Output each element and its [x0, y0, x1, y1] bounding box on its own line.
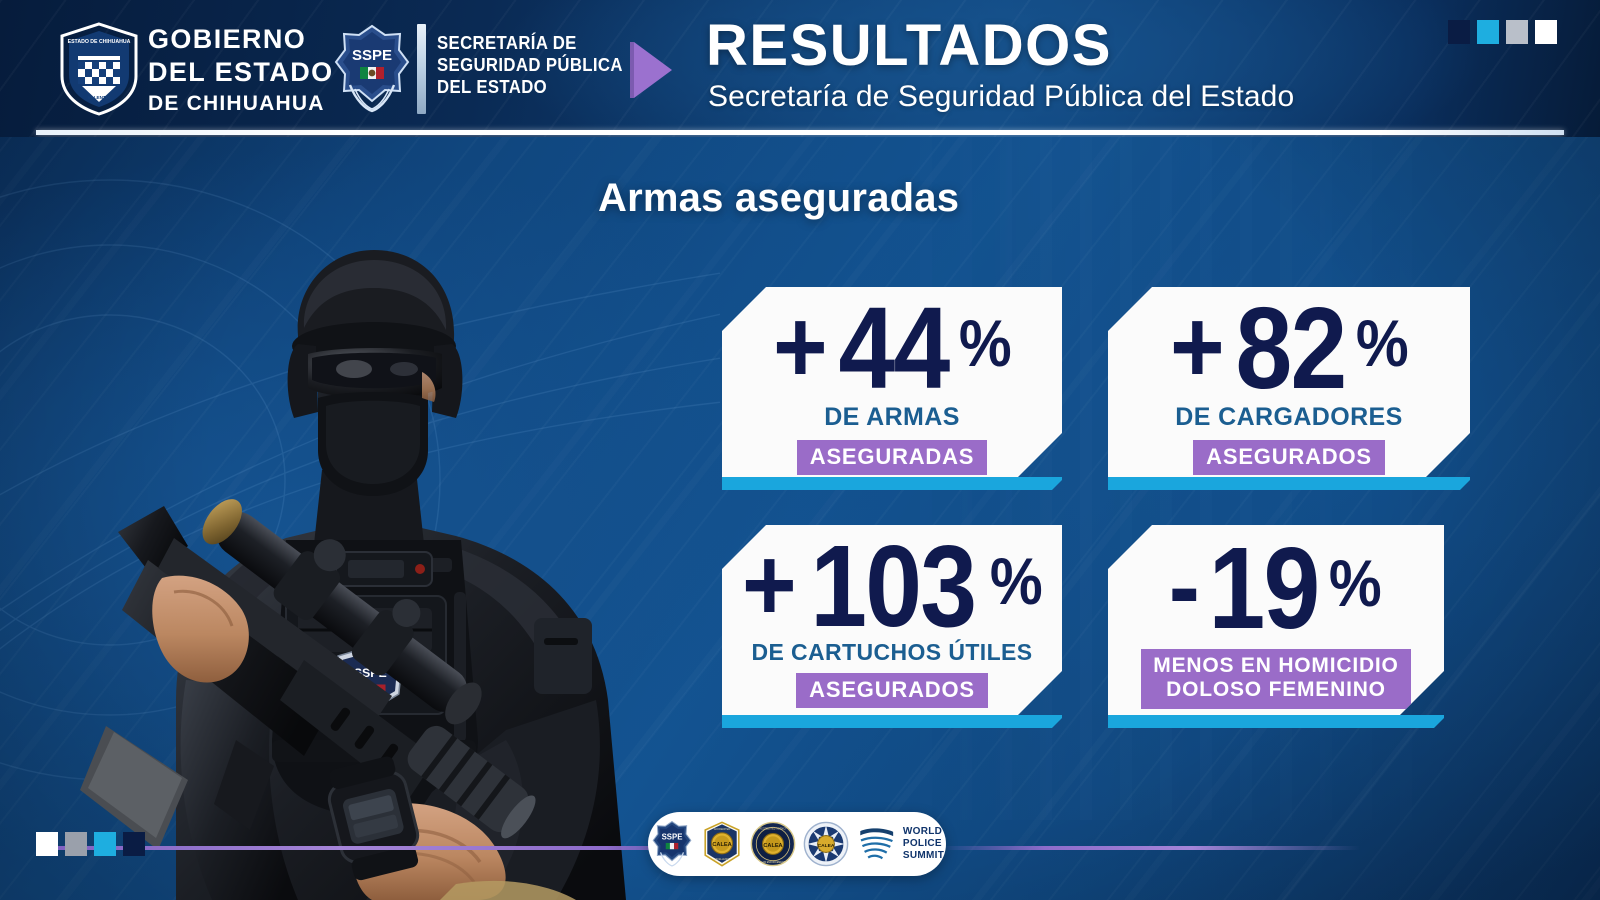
sspe-line-3: DEL ESTADO — [437, 76, 548, 97]
stat-card-homicidio: -19% MENOS EN HOMICIDIO DOLOSO FEMENINO — [1108, 525, 1444, 715]
header-square-decoration — [1448, 20, 1557, 44]
header-square-1 — [1448, 20, 1470, 44]
stat-card-accent-armas — [722, 477, 1062, 490]
gov-line-3: DE CHIHUAHUA — [148, 92, 325, 115]
stat-percent: % — [989, 544, 1043, 618]
wps-line-1: WORLD — [902, 826, 943, 838]
stat-sign: + — [1169, 289, 1225, 405]
stat-card-armas: +44% DE ARMAS ASEGURADAS — [722, 287, 1062, 477]
header-square-4 — [1535, 20, 1557, 44]
sspe-line-1: SECRETARÍA DE — [437, 33, 577, 53]
svg-text:SSPE: SSPE — [661, 832, 682, 841]
header-square-2 — [1477, 20, 1499, 44]
header-square-3 — [1506, 20, 1528, 44]
stat-value-cartuchos: +103% — [739, 537, 1046, 637]
page-subtitle: Secretaría de Seguridad Pública del Esta… — [708, 80, 1295, 113]
stat-value-cargadores: +82% — [1167, 299, 1411, 399]
sspe-line-2: SEGURIDAD PÚBLICA — [437, 54, 623, 75]
stat-percent: % — [1355, 306, 1409, 380]
svg-text:CALEA: CALEA — [712, 842, 731, 848]
svg-text:VALENTIA: VALENTIA — [88, 95, 111, 100]
wps-line-2: POLICE — [902, 838, 942, 850]
stat-number: 103 — [810, 521, 976, 651]
svg-text:CALEA: CALEA — [818, 843, 835, 849]
sspe-badge-icon: SSPE — [334, 24, 410, 113]
stat-percent: % — [1329, 546, 1383, 620]
footer-accreditation-pill: SSPE CALEA ACCREDITED EXCELLENCE CALEA A… — [648, 812, 946, 876]
footer-square-decoration — [36, 832, 145, 856]
world-police-summit-icon — [858, 824, 894, 864]
footer-square-3 — [94, 832, 116, 856]
stat-badge-cargadores: ASEGURADOS — [1193, 440, 1385, 476]
wps-line-3: SUMMIT — [902, 849, 945, 861]
calea-navy-seal-icon: CALEA ACCREDITED AGENCY LAW ENFORCEMENT — [750, 821, 796, 867]
stat-card-accent-homicidio — [1108, 715, 1444, 728]
footer-square-4 — [123, 832, 145, 856]
header-divider — [417, 24, 426, 114]
stat-value-armas: +44% — [770, 299, 1014, 399]
sspe-wordmark: SECRETARÍA DE SEGURIDAD PÚBLICA DEL ESTA… — [437, 33, 623, 99]
stat-sign: - — [1168, 529, 1200, 645]
chihuahua-state-seal-icon: ESTADO DE CHIHUAHUA VALENTIA — [60, 22, 138, 116]
page-header: ESTADO DE CHIHUAHUA VALENTIA GOBIERNO DE… — [0, 0, 1600, 137]
calea-star-seal-icon: CALEA — [803, 821, 849, 867]
stat-sign: + — [741, 527, 797, 643]
stat-label-armas: DE ARMAS — [824, 402, 960, 431]
svg-text:LAW ENFORCEMENT: LAW ENFORCEMENT — [761, 861, 785, 864]
stat-card-cartuchos: +103% DE CARTUCHOS ÚTILES ASEGURADOS — [722, 525, 1062, 715]
footer-square-2 — [65, 832, 87, 856]
stat-value-homicidio: -19% — [1167, 539, 1385, 639]
stat-percent: % — [958, 306, 1012, 380]
footer-square-1 — [36, 832, 58, 856]
stat-number: 44 — [838, 283, 949, 413]
stat-label-cargadores: DE CARGADORES — [1175, 402, 1403, 431]
footer-accent-line-left — [36, 846, 796, 850]
stat-card-accent-cartuchos — [722, 715, 1062, 728]
header-rule — [36, 130, 1564, 135]
svg-text:SSPE: SSPE — [352, 47, 392, 64]
footer-accent-line-right — [940, 846, 1360, 850]
sspe-badge-icon: SSPE — [652, 820, 692, 867]
svg-text:CALEA: CALEA — [763, 843, 782, 849]
calea-gold-seal-icon: CALEA ACCREDITED EXCELLENCE — [704, 821, 740, 867]
svg-text:ESTADO DE CHIHUAHUA: ESTADO DE CHIHUAHUA — [68, 39, 131, 45]
stat-badge-homicidio: MENOS EN HOMICIDIO DOLOSO FEMENINO — [1141, 649, 1410, 710]
stat-card-accent-cargadores — [1108, 477, 1470, 490]
stat-number: 19 — [1208, 523, 1319, 653]
gov-line-2: DEL ESTADO — [148, 57, 334, 87]
svg-text:ACCREDITED: ACCREDITED — [714, 828, 731, 831]
play-triangle-icon — [630, 42, 672, 98]
police-officer-photo: SSPE — [80, 250, 626, 900]
section-title: Armas aseguradas — [598, 176, 960, 220]
stat-sign: + — [772, 289, 828, 405]
stat-label-cartuchos: DE CARTUCHOS ÚTILES — [751, 638, 1033, 665]
gov-line-1: GOBIERNO — [148, 24, 307, 54]
gov-wordmark: GOBIERNO DEL ESTADO DE CHIHUAHUA — [148, 24, 334, 115]
svg-text:EXCELLENCE: EXCELLENCE — [714, 858, 730, 861]
header-streaks — [0, 0, 1600, 137]
stat-badge-cartuchos: ASEGURADOS — [796, 673, 988, 709]
stat-card-cargadores: +82% DE CARGADORES ASEGURADOS — [1108, 287, 1470, 477]
svg-text:ACCREDITED AGENCY: ACCREDITED AGENCY — [759, 827, 787, 830]
page-title: RESULTADOS — [706, 13, 1112, 78]
stat-badge-armas: ASEGURADAS — [797, 440, 987, 476]
stat-number: 82 — [1235, 283, 1346, 413]
world-police-summit-label: WORLD POLICE SUMMIT — [903, 826, 944, 861]
